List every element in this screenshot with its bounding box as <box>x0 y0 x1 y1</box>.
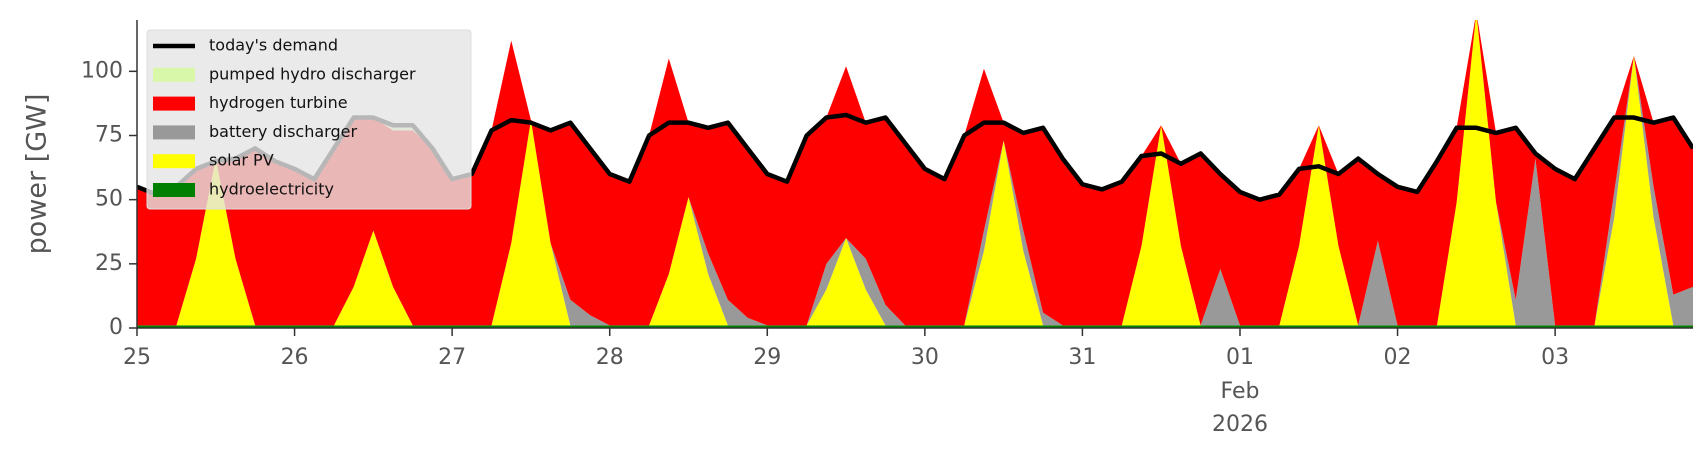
legend-box <box>146 29 472 210</box>
legend-swatch <box>153 183 195 197</box>
x-tick-label: 30 <box>911 345 939 370</box>
legend-swatch <box>153 125 195 140</box>
legend-label: today's demand <box>209 36 338 55</box>
legend-swatch <box>153 67 195 82</box>
x-tick-label: 29 <box>753 345 781 370</box>
area <box>137 20 1693 326</box>
x-tick-sublabel: Feb <box>1221 379 1260 404</box>
x-tick-label: 03 <box>1541 345 1569 370</box>
y-tick-label: 0 <box>109 315 123 340</box>
y-tick-label: 25 <box>95 251 123 276</box>
x-tick-sublabel: 2026 <box>1212 412 1268 437</box>
x-tick-label: 31 <box>1068 345 1096 370</box>
legend-swatch <box>153 154 195 169</box>
x-tick-label: 01 <box>1226 345 1254 370</box>
area <box>137 20 1693 326</box>
y-tick-label: 100 <box>81 58 123 83</box>
legend-label: hydrogen turbine <box>209 93 348 112</box>
x-tick-label: 02 <box>1384 345 1412 370</box>
legend-label: pumped hydro discharger <box>209 64 416 83</box>
legend-label: solar PV <box>209 151 274 170</box>
x-tick-label: 27 <box>438 345 466 370</box>
legend-label: hydroelectricity <box>209 180 334 199</box>
x-tick-label: 28 <box>596 345 624 370</box>
legend-swatch <box>153 96 195 111</box>
y-tick-label: 50 <box>95 187 123 212</box>
y-tick-label: 75 <box>95 123 123 148</box>
y-axis-label: power [GW] <box>22 94 53 255</box>
legend: today's demand pumped hydro discharger hyd… <box>146 29 472 210</box>
x-tick-label: 26 <box>281 345 309 370</box>
area <box>137 20 1693 326</box>
legend-label: battery discharger <box>209 122 357 141</box>
x-tick-label: 25 <box>123 345 151 370</box>
